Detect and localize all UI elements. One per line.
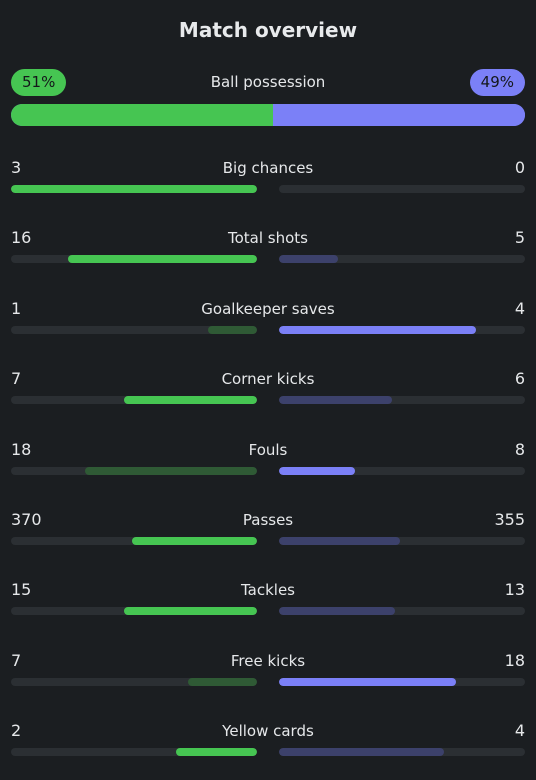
- stat-away-value: 4: [514, 721, 525, 740]
- stat-home-track: [11, 185, 257, 193]
- stat-away-value: 355: [494, 510, 525, 529]
- stat-home-value: 7: [11, 369, 22, 388]
- possession-label: Ball possession: [210, 73, 326, 91]
- stat-away-track: [279, 748, 525, 756]
- stat-away-value: 13: [504, 580, 525, 599]
- stat-home-track: [11, 678, 257, 686]
- stat-away-fill: [279, 607, 395, 615]
- stat-away-value: 4: [514, 299, 525, 318]
- stat-row: 15 Tackles 13: [11, 579, 525, 623]
- stat-home-value: 3: [11, 158, 22, 177]
- possession-bar-away: [273, 104, 525, 126]
- stat-home-value: 2: [11, 721, 22, 740]
- stat-label: Yellow cards: [222, 722, 314, 740]
- stat-label: Corner kicks: [221, 370, 315, 388]
- stat-home-track: [11, 537, 257, 545]
- stat-label: Big chances: [222, 159, 314, 177]
- stat-label: Goalkeeper saves: [201, 300, 335, 318]
- stat-away-fill: [279, 326, 476, 334]
- stat-away-fill: [279, 255, 339, 263]
- stat-home-track: [11, 255, 257, 263]
- stat-home-track: [11, 607, 257, 615]
- stat-home-fill: [124, 607, 257, 615]
- stat-home-track: [11, 467, 257, 475]
- home-possession-badge: 51%: [11, 69, 67, 96]
- stat-label: Tackles: [240, 581, 296, 599]
- possession-bar: [11, 104, 525, 126]
- stat-home-value: 7: [11, 651, 22, 670]
- stat-row: 3 Big chances 0: [11, 157, 525, 201]
- stat-away-track: [279, 607, 525, 615]
- stat-away-fill: [279, 537, 400, 545]
- stat-home-track: [11, 396, 257, 404]
- stat-home-value: 15: [11, 580, 32, 599]
- stat-home-fill: [188, 678, 257, 686]
- stat-home-value: 18: [11, 440, 32, 459]
- possession-bar-home: [11, 104, 274, 126]
- stat-home-fill: [207, 326, 257, 334]
- stat-home-fill: [84, 467, 257, 475]
- stat-label: Total shots: [228, 229, 308, 247]
- stat-away-fill: [279, 678, 457, 686]
- stat-home-value: 16: [11, 228, 32, 247]
- stat-away-value: 6: [514, 369, 525, 388]
- stat-home-value: 1: [11, 299, 22, 318]
- stat-away-fill: [279, 748, 444, 756]
- away-possession-badge: 49%: [469, 69, 525, 96]
- stat-row: 7 Free kicks 18: [11, 650, 525, 694]
- stat-home-fill: [67, 255, 257, 263]
- stat-away-track: [279, 326, 525, 334]
- stat-home-fill: [124, 396, 257, 404]
- stat-away-value: 5: [514, 228, 525, 247]
- stat-row: 18 Fouls 8: [11, 439, 525, 483]
- stat-row: 2 Yellow cards 4: [11, 720, 525, 764]
- stat-away-value: 18: [504, 651, 525, 670]
- stat-away-value: 8: [514, 440, 525, 459]
- stat-away-fill: [279, 396, 393, 404]
- stat-row: 7 Corner kicks 6: [11, 368, 525, 412]
- stat-home-fill: [11, 185, 257, 193]
- stat-away-track: [279, 255, 525, 263]
- stat-home-value: 370: [11, 510, 42, 529]
- stat-label: Free kicks: [230, 652, 306, 670]
- stat-label: Fouls: [248, 441, 288, 459]
- stat-away-track: [279, 396, 525, 404]
- possession-row: 51% Ball possession 49%: [11, 69, 525, 96]
- page-title: Match overview: [178, 18, 358, 42]
- stat-home-track: [11, 748, 257, 756]
- stat-row: 16 Total shots 5: [11, 227, 525, 271]
- stat-away-track: [279, 467, 525, 475]
- stat-label: Passes: [242, 511, 294, 529]
- stat-away-track: [279, 678, 525, 686]
- stat-home-fill: [131, 537, 257, 545]
- stat-home-track: [11, 326, 257, 334]
- stat-away-value: 0: [514, 158, 525, 177]
- stat-away-fill: [279, 467, 356, 475]
- stat-away-track: [279, 185, 525, 193]
- stat-row: 1 Goalkeeper saves 4: [11, 298, 525, 342]
- stat-away-track: [279, 537, 525, 545]
- stat-home-fill: [175, 748, 257, 756]
- stat-row: 370 Passes 355: [11, 509, 525, 553]
